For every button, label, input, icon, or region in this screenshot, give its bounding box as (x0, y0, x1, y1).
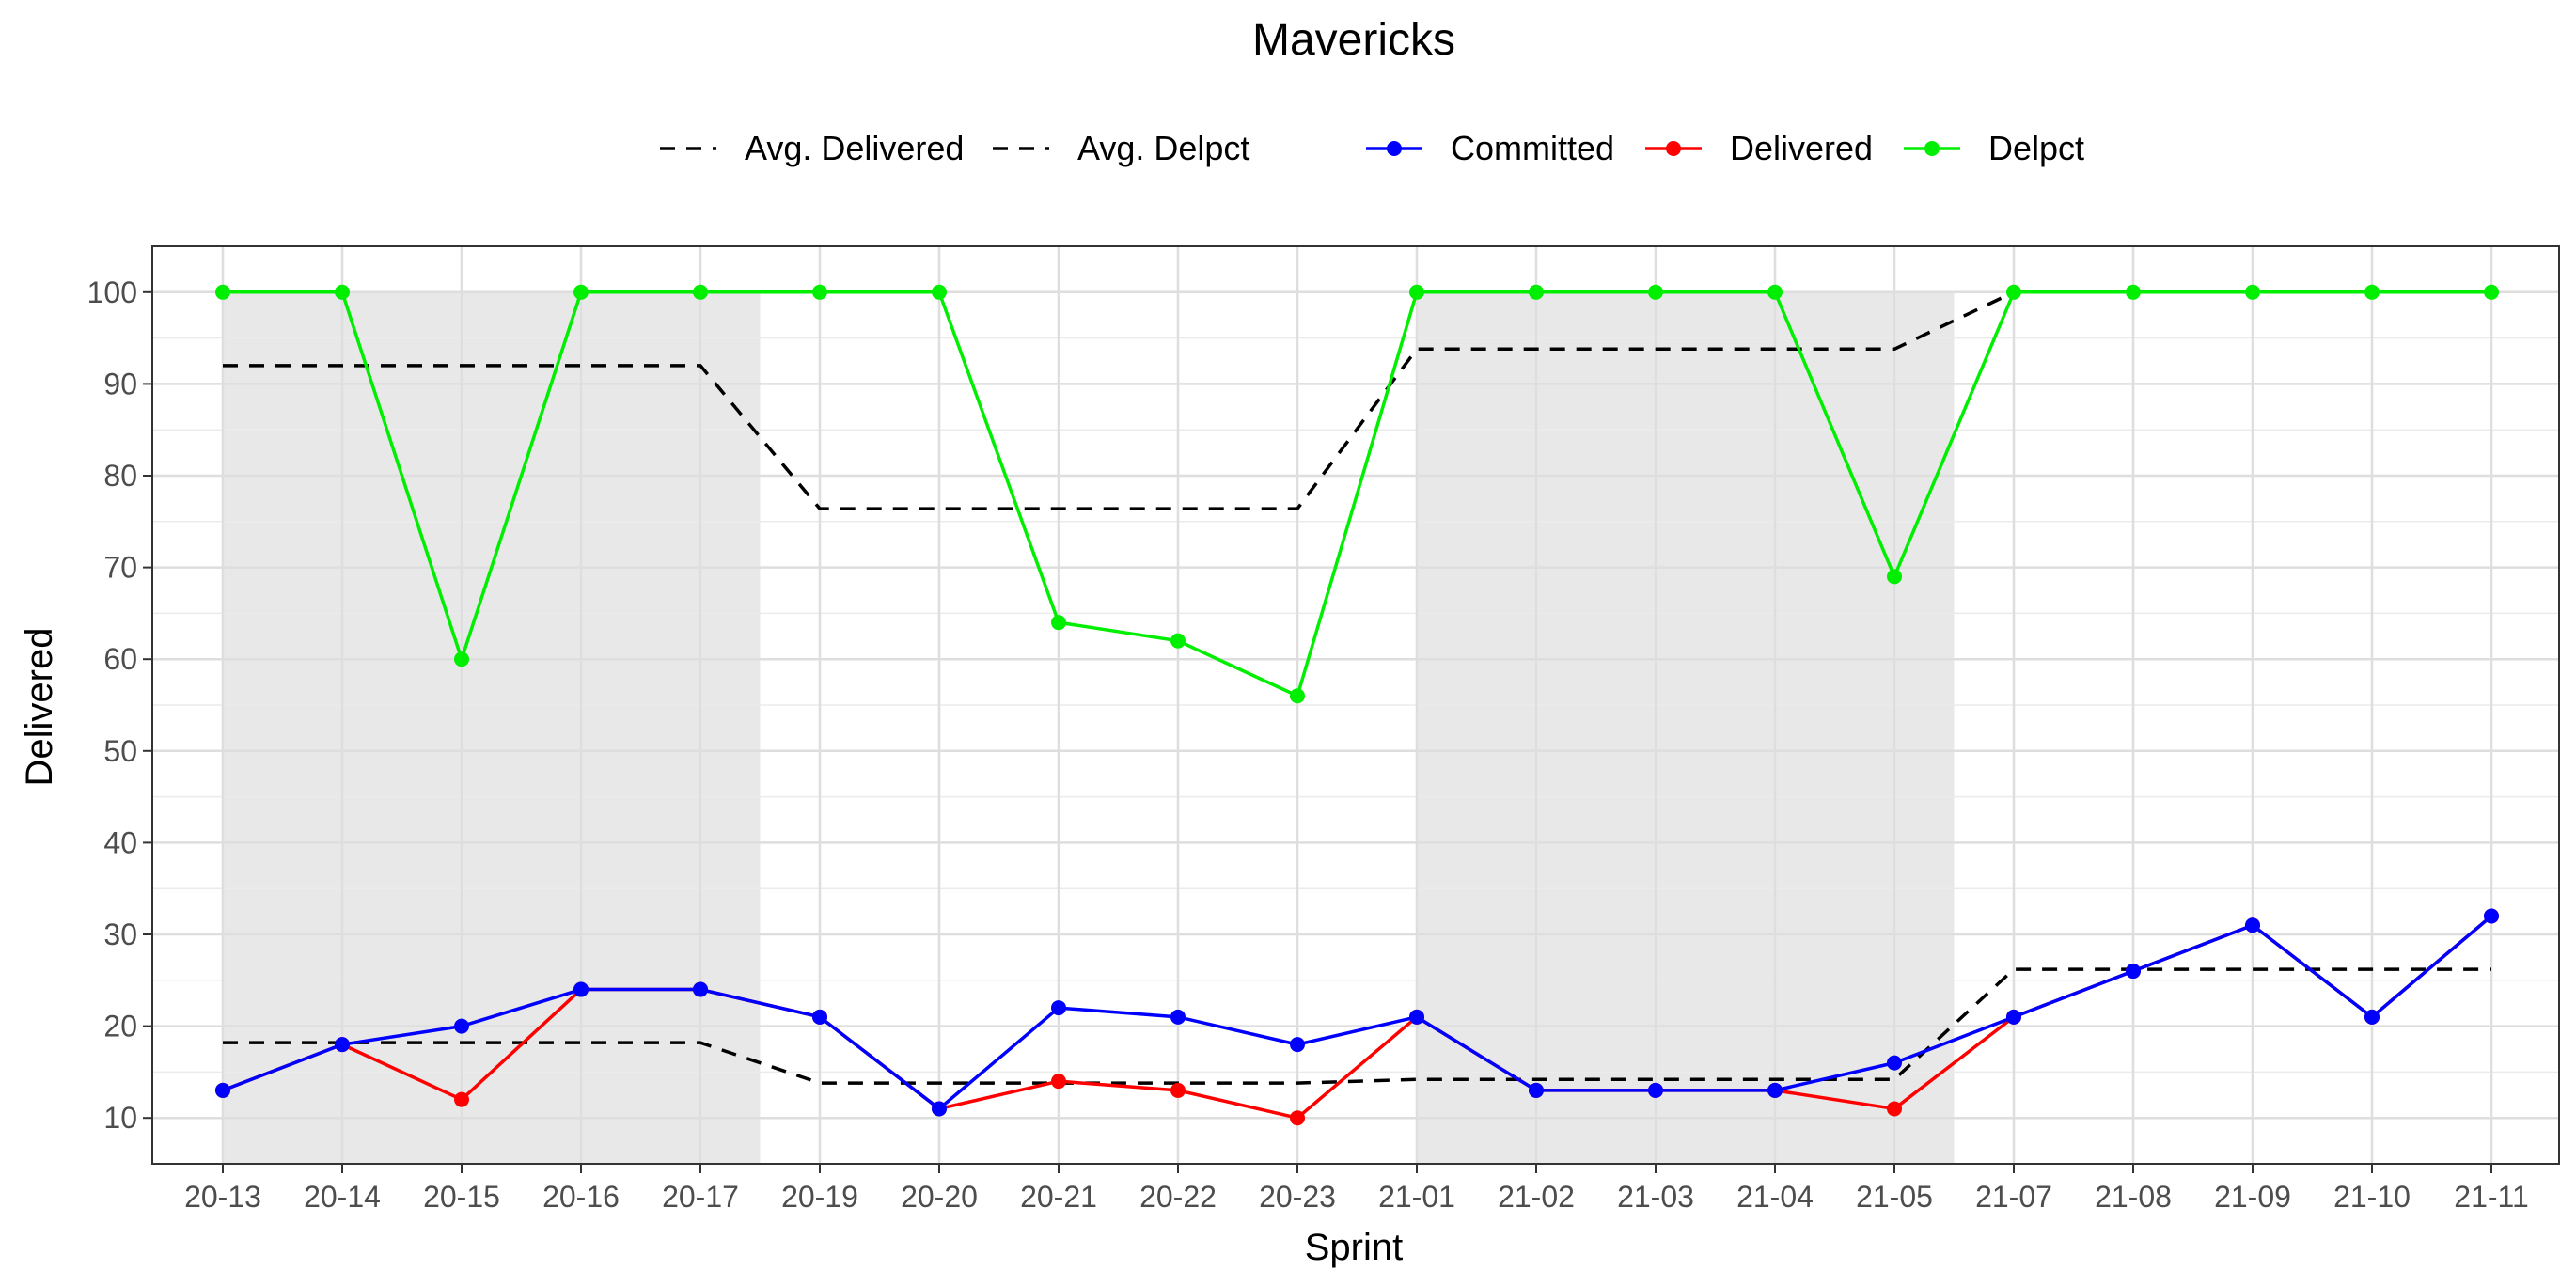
point-delpct-21-10 (2364, 284, 2380, 300)
point-committed-21-04 (1767, 1082, 1783, 1098)
y-tick-label-40: 40 (103, 825, 137, 859)
point-delivered-20-15 (454, 1091, 469, 1107)
x-tick-label-20-14: 20-14 (304, 1180, 381, 1214)
point-committed-21-08 (2126, 964, 2141, 980)
point-committed-20-16 (573, 981, 589, 997)
x-tick-label-21-08: 21-08 (2095, 1180, 2172, 1214)
y-tick-label-90: 90 (103, 367, 137, 400)
legend-key-point-delivered (1666, 141, 1681, 156)
point-delpct-21-07 (2006, 284, 2021, 300)
point-committed-21-02 (1529, 1082, 1544, 1098)
x-tick-label-21-04: 21-04 (1736, 1180, 1814, 1214)
point-committed-21-11 (2484, 908, 2499, 924)
y-tick-label-10: 10 (103, 1101, 137, 1135)
point-delpct-20-16 (573, 284, 589, 300)
point-delpct-21-05 (1887, 569, 1902, 585)
x-tick-label-20-23: 20-23 (1259, 1180, 1336, 1214)
x-tick-label-20-17: 20-17 (662, 1180, 739, 1214)
legend-label-avg-delpct: Avg. Delpct (1077, 129, 1249, 167)
point-delpct-20-15 (454, 651, 469, 667)
y-tick-label-50: 50 (103, 734, 137, 768)
legend: Avg. Delivered Avg. Delpct Committed Delive… (660, 129, 2084, 167)
x-tick-label-20-20: 20-20 (901, 1180, 978, 1214)
x-tick-label-21-07: 21-07 (1975, 1180, 2052, 1214)
point-delpct-20-21 (1051, 615, 1066, 631)
point-committed-20-14 (335, 1037, 350, 1053)
x-tick-label-21-01: 21-01 (1378, 1180, 1455, 1214)
point-committed-20-13 (215, 1082, 230, 1098)
point-delivered-20-23 (1290, 1110, 1305, 1126)
point-delpct-20-20 (932, 284, 947, 300)
series-line-avg-delivered (223, 967, 2491, 1085)
point-committed-21-09 (2245, 917, 2260, 933)
point-committed-21-07 (2006, 1009, 2021, 1025)
series-line-delpct (223, 290, 2491, 698)
legend-label-delpct: Delpct (1988, 129, 2084, 167)
point-delpct-21-08 (2126, 284, 2141, 300)
chart-title: Mavericks (1252, 15, 1455, 65)
x-tick-label-20-15: 20-15 (423, 1180, 500, 1214)
x-tick-label-20-13: 20-13 (184, 1180, 261, 1214)
point-committed-20-19 (812, 1009, 827, 1025)
point-delpct-21-04 (1767, 284, 1783, 300)
x-axis-title: Sprint (1305, 1227, 1404, 1268)
series-line-committed (222, 915, 2493, 1111)
shaded-band-1 (223, 291, 761, 1164)
point-delpct-21-02 (1529, 284, 1544, 300)
x-tick-label-20-21: 20-21 (1020, 1180, 1097, 1214)
x-tick-label-20-16: 20-16 (542, 1180, 620, 1214)
legend-key-point-committed (1387, 141, 1402, 156)
y-tick-label-60: 60 (103, 642, 137, 676)
x-tick-label-21-03: 21-03 (1617, 1180, 1694, 1214)
y-tick-label-100: 100 (87, 275, 137, 309)
point-committed-21-10 (2364, 1009, 2380, 1025)
x-tick-label-20-22: 20-22 (1139, 1180, 1217, 1214)
point-committed-21-01 (1409, 1009, 1424, 1025)
legend-key-point-delpct (1924, 141, 1940, 156)
y-tick-label-20: 20 (103, 1010, 137, 1043)
x-tick-label-21-11: 21-11 (2454, 1180, 2528, 1214)
point-committed-20-15 (454, 1018, 469, 1034)
x-tick-label-20-19: 20-19 (781, 1180, 858, 1214)
point-delpct-20-13 (215, 284, 230, 300)
point-committed-20-23 (1290, 1037, 1305, 1053)
point-committed-20-22 (1170, 1009, 1186, 1025)
point-delpct-21-01 (1409, 284, 1424, 300)
point-committed-20-21 (1051, 1000, 1066, 1016)
point-delpct-21-03 (1648, 284, 1663, 300)
point-delpct-20-19 (812, 284, 827, 300)
series-line-avg-delpct (223, 290, 2491, 510)
shaded-band-2 (1417, 291, 1955, 1164)
point-delivered-21-05 (1887, 1101, 1902, 1117)
legend-label-committed: Committed (1451, 129, 1614, 167)
y-axis-title: Delivered (19, 628, 60, 787)
panel-border (151, 245, 2560, 1165)
x-tick-label-21-02: 21-02 (1498, 1180, 1575, 1214)
point-delivered-20-21 (1051, 1074, 1066, 1090)
plot-panel: 10 20 30 40 50 60 70 80 90 100 20-13 20-14 20-15 20-1… (87, 245, 2560, 1214)
point-delpct-20-23 (1290, 688, 1305, 704)
legend-label-avg-delivered: Avg. Delivered (745, 129, 964, 167)
point-delpct-20-22 (1170, 633, 1186, 649)
point-delpct-20-17 (693, 284, 708, 300)
point-delpct-21-09 (2245, 284, 2260, 300)
point-delpct-21-11 (2484, 284, 2499, 300)
y-tick-label-70: 70 (103, 551, 137, 585)
point-committed-20-20 (932, 1101, 947, 1117)
point-committed-21-03 (1648, 1082, 1663, 1098)
x-tick-label-21-05: 21-05 (1856, 1180, 1933, 1214)
point-delivered-20-22 (1170, 1082, 1186, 1098)
y-tick-label-30: 30 (103, 917, 137, 951)
point-delpct-20-14 (335, 284, 350, 300)
point-committed-20-17 (693, 981, 708, 997)
point-committed-21-05 (1887, 1055, 1902, 1071)
y-tick-label-80: 80 (103, 459, 137, 493)
x-tick-label-21-10: 21-10 (2333, 1180, 2411, 1214)
x-tick-label-21-09: 21-09 (2214, 1180, 2291, 1214)
legend-label-delivered: Delivered (1730, 129, 1873, 167)
